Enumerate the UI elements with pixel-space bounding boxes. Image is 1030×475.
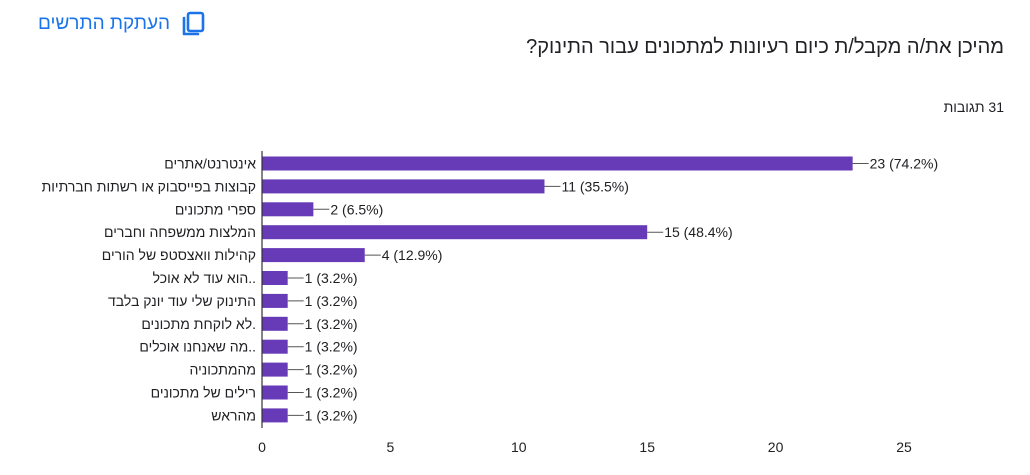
data-label: 11 (35.5%): [561, 178, 628, 194]
x-tick-label: 0: [258, 439, 266, 455]
copy-chart-label: העתקת התרשים: [38, 13, 171, 34]
data-label: 23 (74.2%): [870, 156, 938, 172]
x-tick-label: 20: [768, 439, 784, 455]
bar: [262, 156, 853, 171]
bar: [262, 316, 288, 331]
data-label: 4 (12.9%): [382, 247, 443, 263]
data-label: 2 (6.5%): [330, 201, 383, 217]
x-tick-label: 5: [387, 439, 395, 455]
category-label: רילים של מתכונים: [151, 385, 256, 401]
data-label: 15 (48.4%): [664, 224, 732, 240]
bar: [262, 408, 288, 423]
category-label: ספרי מתכונים: [175, 201, 256, 217]
category-label: קהילות וואצסטפ של הורים: [102, 247, 256, 263]
category-label: ..הוא עוד לא אוכל: [153, 270, 256, 286]
data-label: 1 (3.2%): [305, 385, 358, 401]
x-tick-label: 15: [639, 439, 655, 455]
category-label: אינטרנט/אתרים: [164, 156, 256, 172]
data-label: 1 (3.2%): [305, 362, 358, 378]
bar: [262, 293, 288, 308]
response-count: 31 תגובות: [943, 99, 1004, 115]
bar: [262, 271, 288, 285]
bar: [262, 179, 545, 194]
bar: [262, 339, 288, 354]
category-label: מהמתכוניה: [190, 362, 256, 378]
category-label: המלצות ממשפחה וחברים: [104, 224, 256, 240]
data-label: 1 (3.2%): [305, 316, 358, 332]
bar: [262, 225, 648, 240]
question-title: מהיכן את/ה מקבל/ת כיום רעיונות למתכונים …: [526, 36, 1004, 58]
category-label: התינוק שלי עוד יונק בלבד: [108, 293, 256, 309]
x-tick-label: 10: [511, 439, 527, 455]
data-label: 1 (3.2%): [305, 407, 358, 423]
data-label: 1 (3.2%): [305, 293, 358, 309]
category-label: מהראש: [211, 407, 256, 423]
data-label: 1 (3.2%): [305, 270, 358, 286]
data-label: 1 (3.2%): [305, 339, 358, 355]
copy-icon: [180, 11, 206, 37]
bar: [262, 202, 314, 217]
copy-chart-button[interactable]: העתקת התרשים: [30, 6, 214, 42]
category-label: .לא לוקחת מתכונים: [141, 316, 256, 332]
bar: [262, 362, 288, 377]
category-label: קבוצות בפייסבוק או רשתות חברתיות: [42, 178, 256, 194]
category-label: ..מה שאנחנו אוכלים: [139, 339, 256, 355]
bar: [262, 248, 365, 263]
x-tick-label: 25: [896, 439, 912, 455]
bar: [262, 385, 288, 400]
